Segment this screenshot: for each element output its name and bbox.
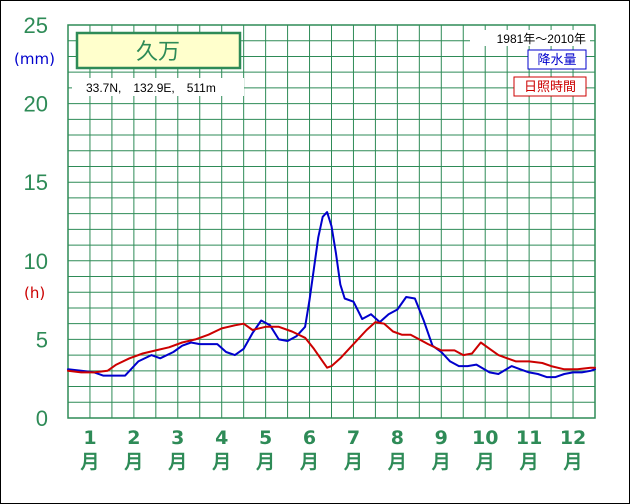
x-tick-suffix: 月 <box>431 451 451 473</box>
period-background <box>470 30 590 46</box>
legend-sunshine-box <box>513 76 587 97</box>
x-tick-suffix: 月 <box>387 451 407 473</box>
sunshine-line <box>67 321 596 374</box>
x-tick-suffix: 月 <box>563 451 583 473</box>
y-tick-label: 20 <box>24 92 48 117</box>
x-tick-label: 6 <box>303 427 316 449</box>
y-tick-labels: 0 5 10 15 20 25 <box>24 13 48 431</box>
x-tick-label: 5 <box>259 427 272 449</box>
x-tick-suffix: 月 <box>475 451 495 473</box>
y-tick-label: 15 <box>24 170 48 195</box>
precip-unit-label: (mm) <box>14 50 55 68</box>
legend-precip-label: 降水量 <box>537 53 576 68</box>
x-tick-suffix: 月 <box>79 451 99 473</box>
y-tick-label: 0 <box>36 406 48 431</box>
x-tick-label: 2 <box>127 427 140 449</box>
y-tick-label: 25 <box>24 13 48 38</box>
period-label: 1981年〜2010年 <box>497 32 586 46</box>
data-series <box>67 211 596 379</box>
x-tick-label: 11 <box>516 427 542 449</box>
title-box <box>75 31 242 70</box>
x-tick-label: 9 <box>435 427 448 449</box>
x-tick-label: 3 <box>171 427 184 449</box>
x-tick-label: 4 <box>215 427 228 449</box>
x-tick-label: 7 <box>347 427 360 449</box>
location-background <box>72 78 244 96</box>
legend-precip-box <box>527 49 587 70</box>
x-tick-suffix: 月 <box>255 451 275 473</box>
x-tick-label: 12 <box>560 427 586 449</box>
x-tick-label: 10 <box>472 427 498 449</box>
sunshine-unit-label: (h) <box>24 284 45 302</box>
y-tick-label: 5 <box>36 327 48 352</box>
x-tick-label: 1 <box>83 427 96 449</box>
legend-sunshine-label: 日照時間 <box>524 80 576 95</box>
x-tick-suffix: 月 <box>343 451 363 473</box>
x-tick-label: 8 <box>391 427 404 449</box>
x-tick-suffix: 月 <box>211 451 231 473</box>
x-tick-suffix: 月 <box>299 451 319 473</box>
x-tick-suffix: 月 <box>167 451 187 473</box>
y-tick-label: 10 <box>24 249 48 274</box>
location-label: 33.7N, 132.9E, 511m <box>86 81 216 95</box>
x-tick-suffix: 月 <box>519 451 539 473</box>
precip-line <box>67 211 596 379</box>
x-tick-suffix: 月 <box>123 451 143 473</box>
chart-title: 久万 <box>136 40 180 65</box>
